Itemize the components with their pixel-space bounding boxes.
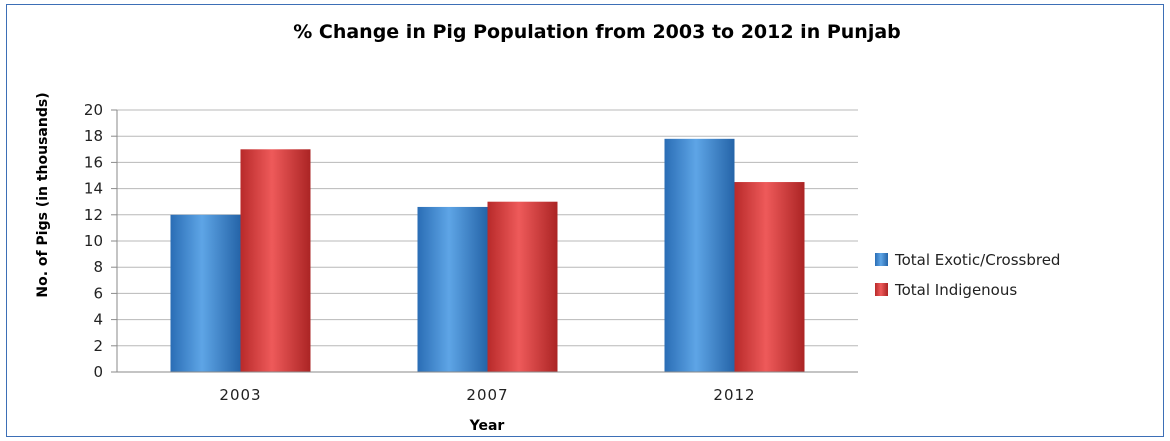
x-tick-label: 2003 <box>219 386 261 404</box>
y-tick-label: 8 <box>93 258 103 276</box>
y-tick-label: 18 <box>84 127 103 145</box>
x-axis-label: Year <box>469 418 505 434</box>
legend-swatch <box>875 253 888 266</box>
bar-total-indigenous-2012 <box>734 182 805 372</box>
y-tick-label: 4 <box>93 311 103 329</box>
y-tick-label: 16 <box>84 153 103 171</box>
x-tick-label: 2007 <box>466 386 508 404</box>
y-tick-label: 14 <box>84 180 103 198</box>
y-axis-label: No. of Pigs (in thousands) <box>35 92 51 297</box>
bar-total-exotic-crossbred-2007 <box>417 206 488 372</box>
chart-title: % Change in Pig Population from 2003 to … <box>293 21 901 43</box>
legend-label: Total Indigenous <box>894 281 1017 299</box>
bar-total-indigenous-2003 <box>240 149 311 372</box>
legend: Total Exotic/Crossbred Total Indigenous <box>875 251 1060 299</box>
y-tick-label: 20 <box>84 101 103 119</box>
legend-label: Total Exotic/Crossbred <box>894 251 1060 269</box>
bar-total-indigenous-2007 <box>487 201 558 372</box>
y-tick-label: 6 <box>93 284 103 302</box>
y-tick-label: 2 <box>93 337 103 355</box>
bar-total-exotic-crossbred-2012 <box>664 138 735 372</box>
bars <box>170 138 805 372</box>
y-tick-label: 10 <box>84 232 103 250</box>
legend-swatch <box>875 283 888 296</box>
bar-total-exotic-crossbred-2003 <box>170 214 241 372</box>
x-axis-ticks: 2003 2007 2012 <box>219 386 755 404</box>
x-tick-label: 2012 <box>713 386 755 404</box>
y-tick-label: 12 <box>84 206 103 224</box>
y-tick-label: 0 <box>93 363 103 381</box>
y-axis-ticks: 0 2 4 6 8 10 12 14 16 18 20 <box>84 101 103 381</box>
